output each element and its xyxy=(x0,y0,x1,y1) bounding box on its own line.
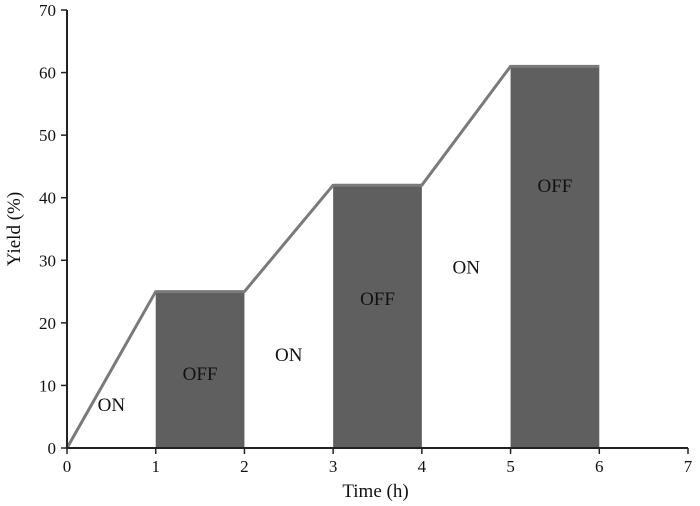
x-tick-label-5: 5 xyxy=(506,457,515,476)
region-label-on-4: ON xyxy=(452,258,480,279)
x-tick-label-2: 2 xyxy=(240,457,249,476)
y-tick-label-0: 0 xyxy=(48,439,57,458)
y-tick-label-40: 40 xyxy=(39,189,56,208)
x-tick-label-0: 0 xyxy=(63,457,72,476)
y-tick-label-60: 60 xyxy=(39,64,56,83)
x-tick-label-6: 6 xyxy=(595,457,604,476)
region-label-off-3: OFF xyxy=(360,289,395,310)
off-bar-3 xyxy=(333,185,422,448)
region-label-on-2: ON xyxy=(275,345,303,366)
axes xyxy=(66,10,688,449)
y-tick-label-10: 10 xyxy=(39,376,56,395)
x-axis-title: Time (h) xyxy=(342,481,408,502)
off-bar-1 xyxy=(155,291,245,448)
region-label-off-1: OFF xyxy=(183,364,218,385)
region-label-off-5: OFF xyxy=(537,176,572,197)
y-tick-label-50: 50 xyxy=(39,126,56,145)
region-label-on-0: ON xyxy=(98,395,126,416)
y-tick-label-30: 30 xyxy=(39,251,56,270)
yield-line-series xyxy=(65,64,600,449)
y-tick-label-20: 20 xyxy=(39,314,56,333)
x-tick-label-7: 7 xyxy=(684,457,693,476)
x-tick-label-3: 3 xyxy=(329,457,338,476)
yield-line-0 xyxy=(65,64,600,449)
y-axis-title: Yield (%) xyxy=(4,192,25,266)
x-tick-label-1: 1 xyxy=(151,457,160,476)
off-region-bars xyxy=(155,66,600,449)
y-tick-label-70: 70 xyxy=(39,1,56,20)
off-bar-5 xyxy=(510,66,600,449)
x-tick-label-4: 4 xyxy=(418,457,427,476)
region-labels: ON OFF ON OFF ON OFF xyxy=(98,176,573,416)
